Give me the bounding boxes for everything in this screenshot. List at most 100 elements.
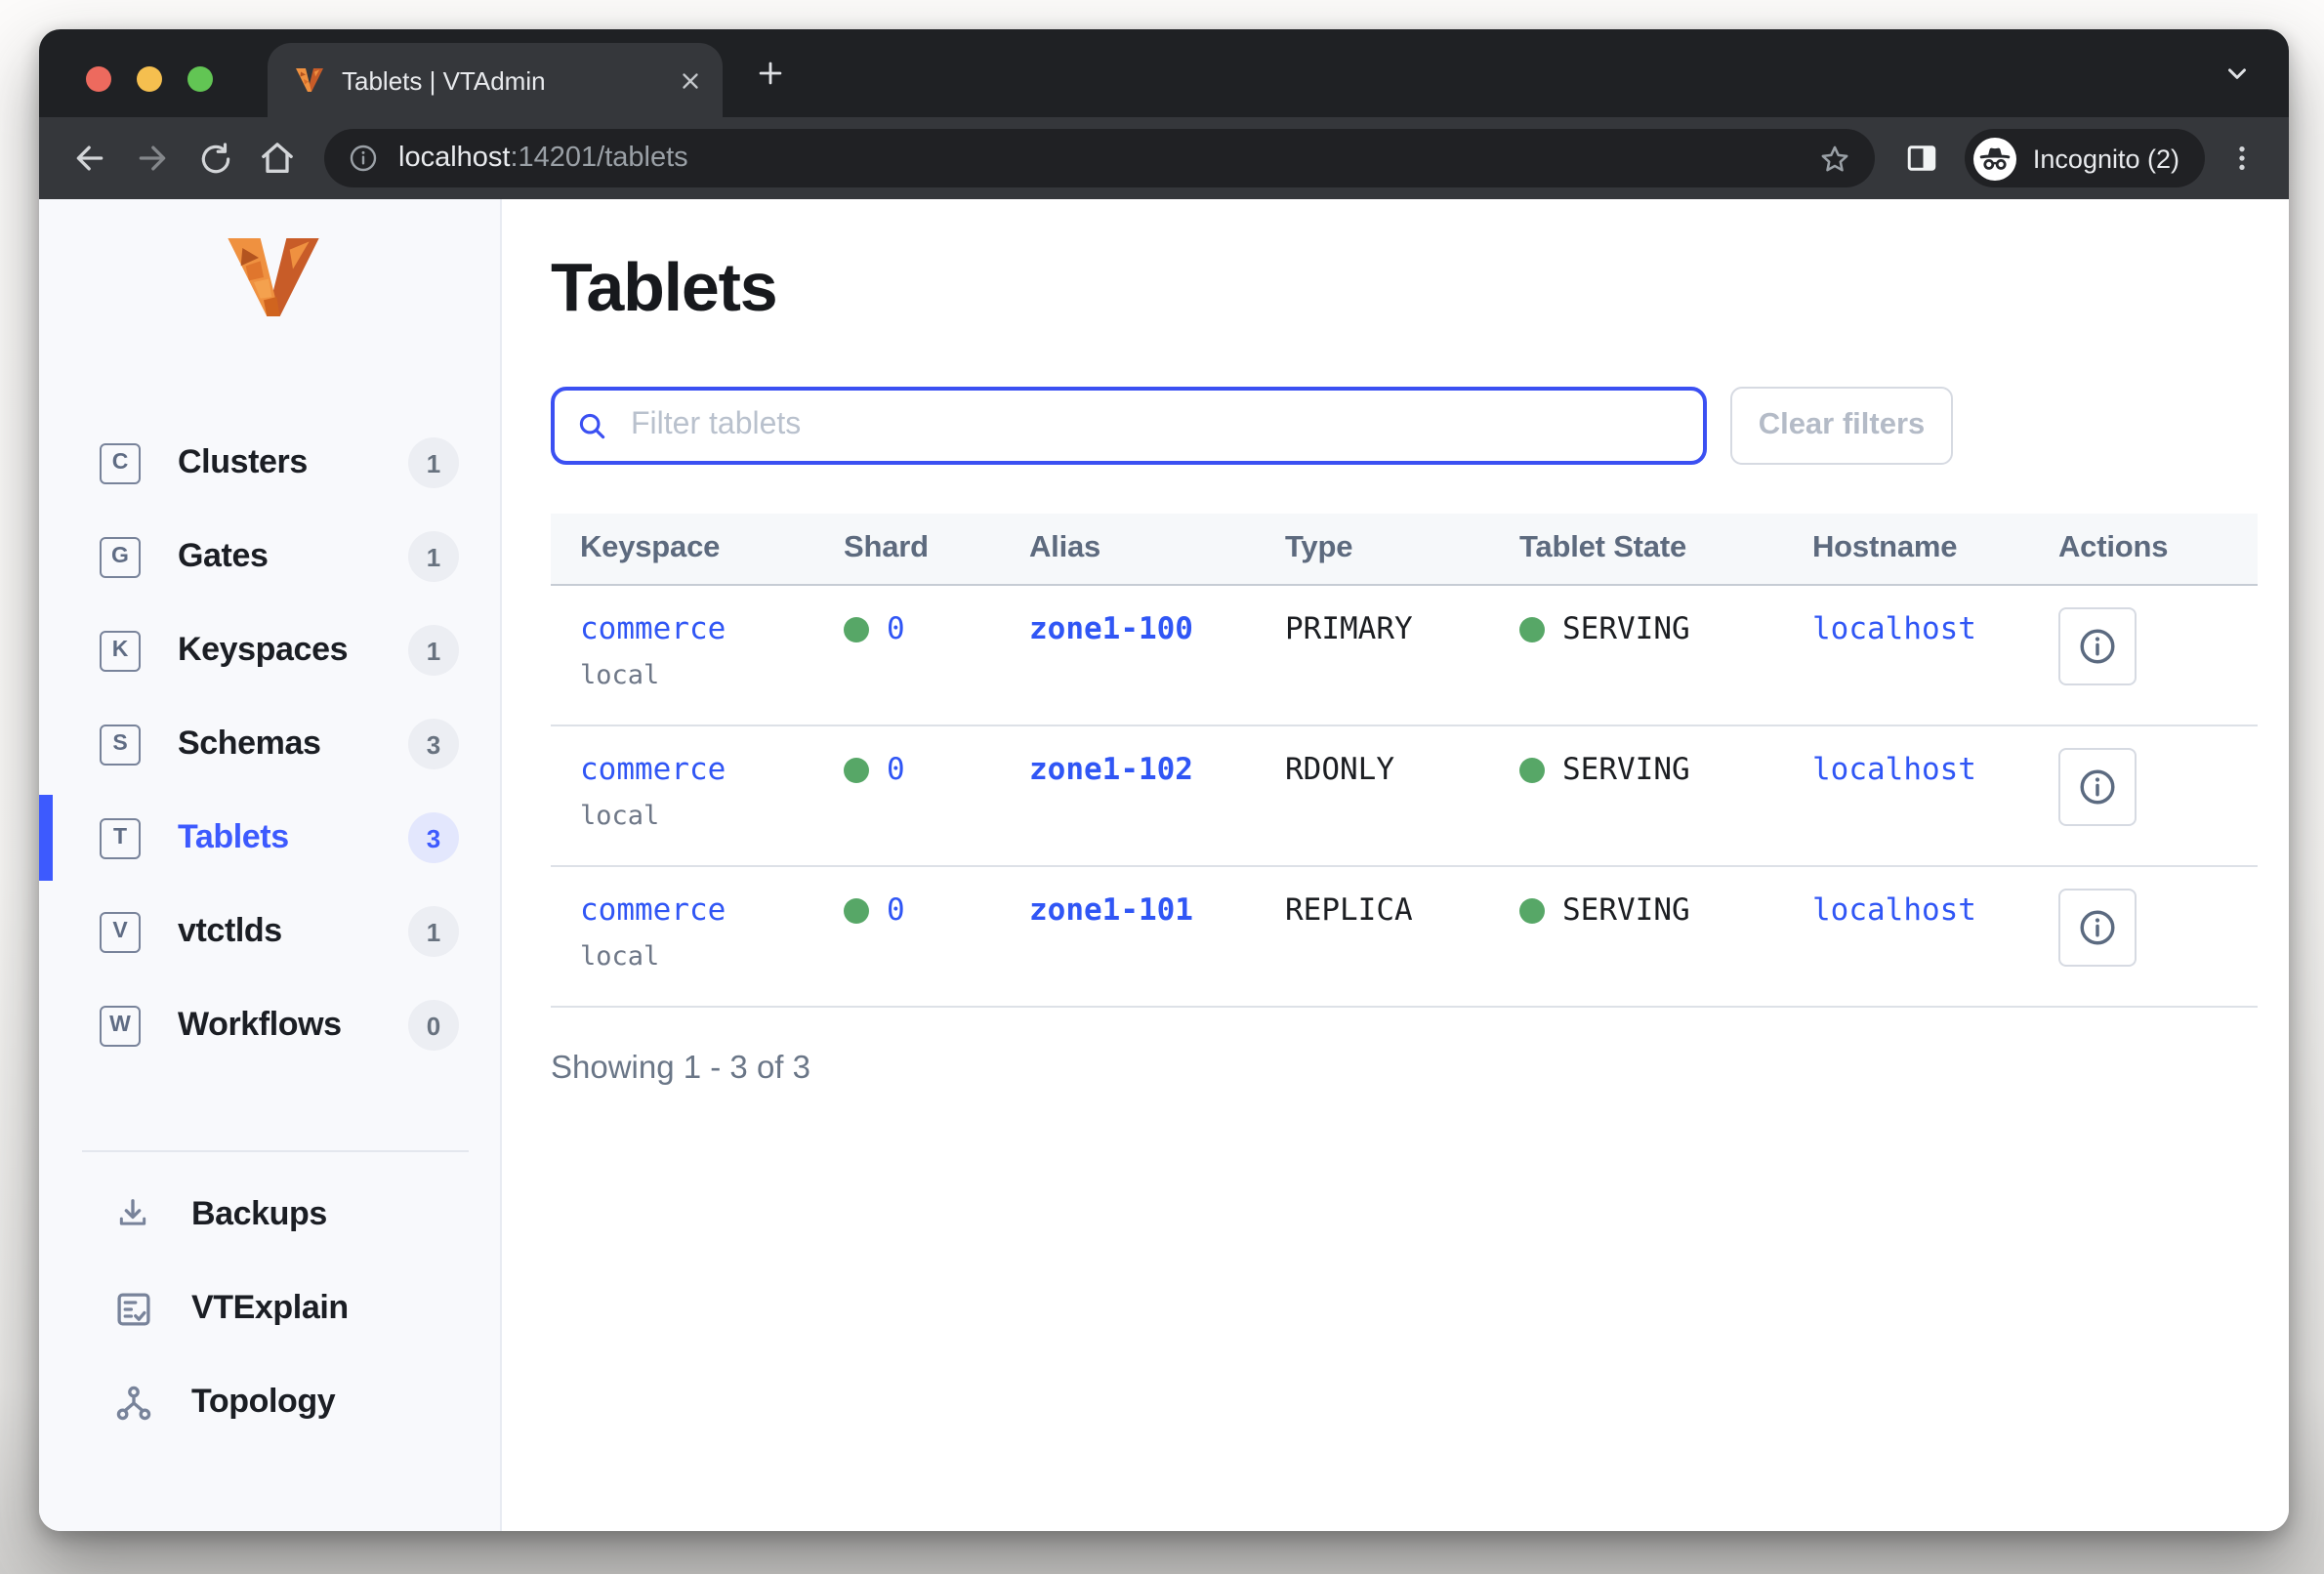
sidebar-item-backups[interactable]: Backups: [39, 1168, 500, 1262]
clusters-icon: C: [100, 442, 141, 483]
minimize-window-button[interactable]: [137, 66, 162, 92]
col-tablet-state: Tablet State: [1490, 514, 1783, 586]
sidebar-item-keyspaces[interactable]: K Keyspaces 1: [39, 603, 500, 697]
filter-tablets-input[interactable]: [627, 406, 1681, 445]
clear-filters-button[interactable]: Clear filters: [1730, 387, 1953, 465]
alias-link[interactable]: zone1-101: [1029, 892, 1193, 928]
count-badge: 1: [408, 531, 459, 582]
tablets-icon: T: [100, 817, 141, 858]
schemas-icon: S: [100, 724, 141, 765]
url-path: :14201/tablets: [510, 143, 688, 174]
count-badge: 3: [408, 812, 459, 863]
sidebar-item-vtctlds[interactable]: V vtctlds 1: [39, 885, 500, 978]
topology-icon: [111, 1382, 154, 1423]
sidebar: C Clusters 1 G Gates 1 K Keyspaces: [39, 199, 502, 1531]
count-badge: 3: [408, 719, 459, 769]
sidebar-nav: C Clusters 1 G Gates 1 K Keyspaces: [39, 416, 500, 1072]
count-badge: 1: [408, 437, 459, 488]
sidebar-item-tablets[interactable]: T Tablets 3: [39, 791, 500, 885]
filter-box: [551, 387, 1707, 465]
search-icon: [579, 412, 605, 438]
tablet-type: PRIMARY: [1285, 611, 1413, 646]
tablet-info-button[interactable]: [2058, 889, 2137, 967]
filter-row: Clear filters: [551, 387, 2258, 465]
forward-button[interactable]: [123, 129, 182, 187]
vtctlds-icon: V: [100, 911, 141, 952]
keyspace-link[interactable]: commerce: [580, 611, 726, 646]
hostname-link[interactable]: localhost: [1812, 752, 1976, 787]
new-tab-button[interactable]: [754, 57, 787, 90]
page-title: Tablets: [551, 250, 778, 326]
cluster-name: local: [580, 801, 660, 832]
alias-link[interactable]: zone1-100: [1029, 611, 1193, 646]
info-icon: [2080, 629, 2115, 664]
incognito-icon: [1972, 137, 2016, 180]
download-icon: [111, 1195, 154, 1234]
reload-button[interactable]: [186, 129, 244, 187]
site-info-icon[interactable]: [348, 143, 379, 174]
main-panel: Tablets Clear filters Keysp: [502, 199, 2289, 1531]
vitess-logo: [228, 238, 319, 316]
shard-status-dot: [844, 616, 869, 642]
info-icon: [2080, 910, 2115, 945]
document-check-icon: [111, 1288, 154, 1329]
tablets-table: Keyspace Shard Alias Type Tablet State H…: [551, 514, 2258, 1008]
tab-search-chevron-icon[interactable]: [2222, 59, 2252, 88]
vitess-favicon-icon: [296, 68, 323, 92]
shard-link[interactable]: 0: [887, 892, 905, 928]
close-window-button[interactable]: [86, 66, 111, 92]
sidebar-item-gates[interactable]: G Gates 1: [39, 510, 500, 603]
workflows-icon: W: [100, 1005, 141, 1046]
shard-status-dot: [844, 897, 869, 923]
menu-kebab-icon[interactable]: [2217, 129, 2267, 187]
shard-link[interactable]: 0: [887, 611, 905, 646]
browser-toolbar: localhost:14201/tablets Incognito (2): [39, 117, 2289, 199]
home-button[interactable]: [248, 129, 307, 187]
count-badge: 1: [408, 906, 459, 957]
tablet-info-button[interactable]: [2058, 748, 2137, 826]
active-indicator: [39, 795, 53, 881]
count-badge: 1: [408, 625, 459, 676]
keyspace-link[interactable]: commerce: [580, 892, 726, 928]
col-hostname: Hostname: [1783, 514, 2029, 586]
shard-link[interactable]: 0: [887, 752, 905, 787]
sidebar-item-topology[interactable]: Topology: [39, 1355, 500, 1449]
alias-link[interactable]: zone1-102: [1029, 752, 1193, 787]
sidebar-item-vtexplain[interactable]: VTExplain: [39, 1262, 500, 1355]
serving-status-dot: [1519, 897, 1545, 923]
back-button[interactable]: [61, 129, 119, 187]
info-icon: [2080, 769, 2115, 805]
sidebar-divider: [82, 1150, 469, 1152]
keyspaces-icon: K: [100, 630, 141, 671]
hostname-link[interactable]: localhost: [1812, 611, 1976, 646]
zoom-window-button[interactable]: [187, 66, 213, 92]
tablet-info-button[interactable]: [2058, 607, 2137, 685]
bookmark-star-icon[interactable]: [1818, 142, 1851, 175]
incognito-badge[interactable]: Incognito (2): [1964, 129, 2205, 187]
hostname-link[interactable]: localhost: [1812, 892, 1976, 928]
url-bar[interactable]: localhost:14201/tablets: [324, 129, 1875, 187]
gates-icon: G: [100, 536, 141, 577]
browser-tab[interactable]: Tablets | VTAdmin: [268, 43, 723, 117]
tablet-type: RDONLY: [1285, 752, 1394, 787]
tablet-state: SERVING: [1562, 611, 1690, 646]
page-content: C Clusters 1 G Gates 1 K Keyspaces: [39, 199, 2289, 1531]
tablet-state: SERVING: [1562, 752, 1690, 787]
keyspace-link[interactable]: commerce: [580, 752, 726, 787]
col-keyspace: Keyspace: [551, 514, 814, 586]
sidebar-item-clusters[interactable]: C Clusters 1: [39, 416, 500, 510]
tab-strip: Tablets | VTAdmin: [39, 29, 2289, 117]
sidebar-item-schemas[interactable]: S Schemas 3: [39, 697, 500, 791]
table-row: commerce local 0 zone1-101 REPLICA SERVI…: [551, 866, 2258, 1008]
serving-status-dot: [1519, 757, 1545, 782]
side-panel-icon[interactable]: [1892, 129, 1951, 187]
tab-close-icon[interactable]: [678, 67, 703, 93]
results-summary: Showing 1 - 3 of 3: [551, 1051, 810, 1086]
cluster-name: local: [580, 660, 660, 691]
serving-status-dot: [1519, 616, 1545, 642]
sidebar-item-workflows[interactable]: W Workflows 0: [39, 978, 500, 1072]
window-controls: [86, 66, 213, 92]
col-actions: Actions: [2029, 514, 2258, 586]
col-alias: Alias: [1000, 514, 1256, 586]
tablet-type: REPLICA: [1285, 892, 1413, 928]
